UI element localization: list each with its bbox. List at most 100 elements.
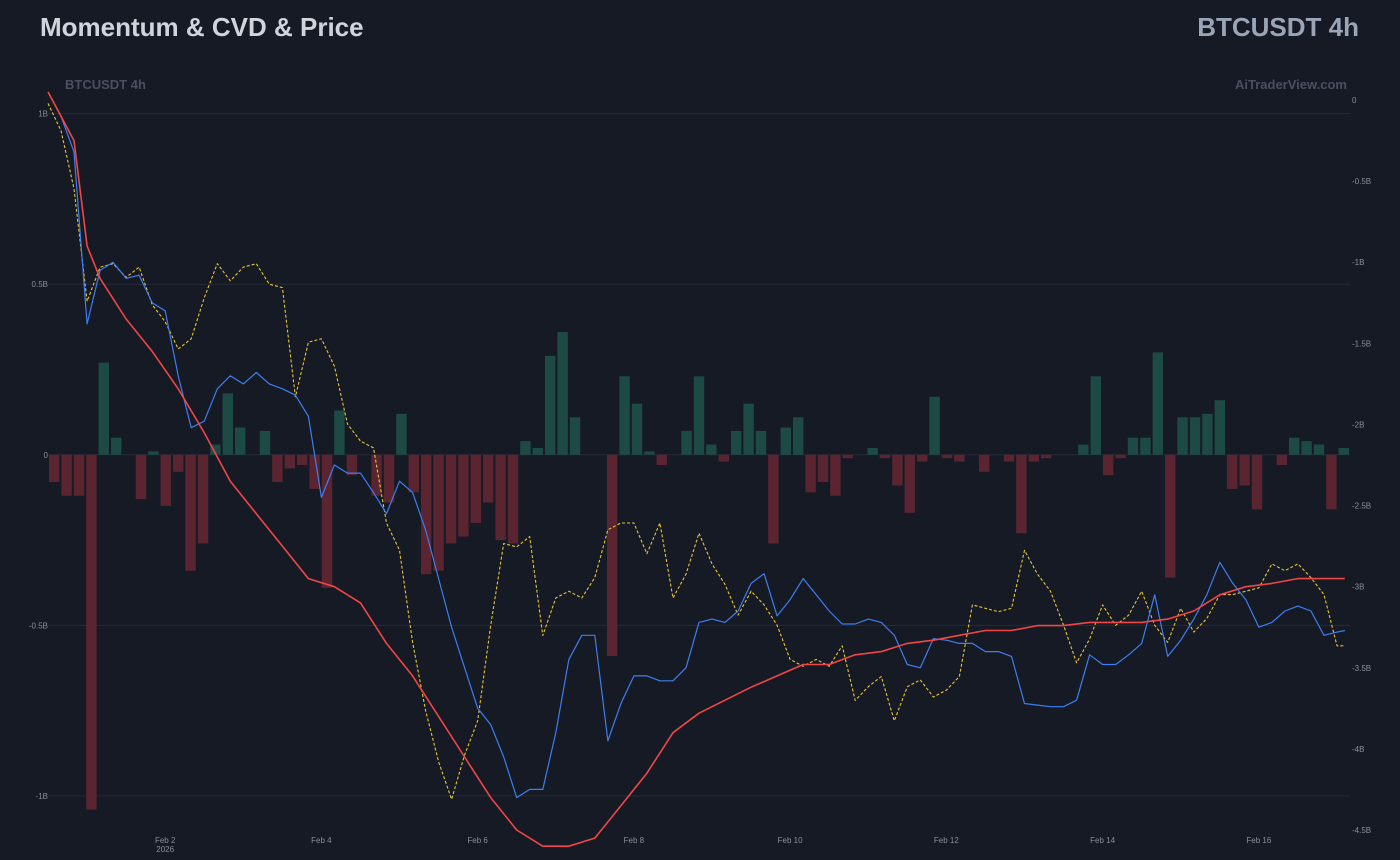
right-axis-tick-label: -1.5B	[1352, 339, 1371, 348]
left-axis-tick-label: 0	[44, 451, 49, 460]
delta-bar	[718, 454, 729, 462]
right-axis-tick-label: 0	[1352, 96, 1357, 105]
delta-bar	[979, 454, 990, 472]
delta-bar	[222, 393, 233, 455]
delta-bar	[61, 454, 72, 496]
x-axis-tick-label: Feb 12	[934, 836, 959, 845]
left-axis-tick-label: -0.5B	[29, 621, 48, 630]
delta-bar	[111, 437, 122, 455]
delta-bar	[1090, 376, 1101, 455]
delta-bar	[681, 430, 692, 455]
left-axis-tick-label: 1B	[38, 110, 48, 119]
delta-bar	[867, 447, 878, 455]
delta-bar	[706, 444, 717, 455]
delta-bar	[507, 454, 519, 544]
delta-bar	[383, 454, 395, 503]
delta-bar	[768, 454, 779, 544]
delta-bar	[954, 454, 965, 462]
delta-bar	[656, 454, 667, 465]
price-line	[47, 103, 1345, 800]
delta-bar	[1251, 454, 1263, 510]
x-axis-tick-label: Feb 14	[1090, 836, 1115, 845]
delta-bar	[433, 454, 444, 571]
delta-bar	[557, 331, 568, 455]
delta-bar	[259, 430, 271, 455]
x-axis-tick-label: Feb 6	[467, 836, 488, 845]
delta-bar	[272, 454, 283, 483]
left-axis-tick-label: 0.5B	[32, 280, 48, 289]
delta-bar	[545, 355, 556, 455]
delta-bar	[135, 454, 147, 500]
watermark-left: BTCUSDT 4h	[65, 77, 146, 92]
delta-bar	[1227, 454, 1238, 489]
delta-bar	[607, 454, 618, 657]
delta-bar	[879, 454, 891, 459]
delta-bar	[185, 454, 196, 571]
x-axis-tick-label: Feb 16	[1246, 836, 1271, 845]
delta-bar	[73, 454, 85, 496]
delta-bar	[941, 454, 953, 459]
momentum-line	[47, 91, 1345, 848]
delta-bar	[1289, 437, 1300, 455]
right-axis-tick-label: -4B	[1352, 745, 1364, 754]
delta-bar	[1127, 437, 1139, 455]
delta-bar	[830, 454, 841, 496]
delta-bar	[1152, 352, 1163, 455]
right-axis-tick-label: -0.5B	[1352, 177, 1371, 186]
delta-bar	[743, 403, 754, 455]
delta-bar	[334, 410, 345, 455]
delta-bar	[197, 454, 209, 544]
delta-bar	[408, 454, 419, 493]
delta-bar	[1326, 454, 1337, 510]
delta-bar	[297, 454, 308, 465]
right-axis-tick-label: -3.5B	[1352, 664, 1371, 673]
x-axis-tick-label: Feb 8	[624, 836, 645, 845]
delta-bar	[421, 454, 432, 575]
delta-bar	[148, 451, 159, 455]
delta-bar	[631, 403, 643, 455]
left-axis-tick-label: -1B	[36, 792, 48, 801]
cvd-line	[47, 91, 1345, 799]
delta-bar	[817, 454, 829, 483]
right-axis-tick-label: -3B	[1352, 583, 1364, 592]
delta-bar	[1189, 417, 1201, 455]
delta-bar	[1301, 441, 1312, 455]
delta-bar	[1016, 454, 1027, 534]
delta-bar	[842, 454, 853, 459]
symbol-label: BTCUSDT 4h	[1197, 12, 1359, 42]
right-axis-tick-label: -2B	[1352, 420, 1364, 429]
delta-bar	[1041, 454, 1052, 459]
delta-bar	[321, 454, 333, 588]
delta-bar	[1177, 417, 1188, 455]
delta-bar	[1276, 454, 1287, 465]
delta-bar	[929, 396, 940, 455]
delta-bar	[470, 454, 481, 523]
delta-bar	[644, 451, 655, 455]
x-axis-tick-label: Feb 10	[778, 836, 803, 845]
delta-bar	[755, 430, 767, 455]
delta-bar	[1202, 413, 1213, 455]
delta-bar	[520, 441, 531, 455]
delta-bar	[1313, 444, 1325, 455]
delta-bar	[793, 417, 804, 455]
delta-bar	[284, 454, 295, 469]
delta-bar	[173, 454, 184, 472]
page-title: Momentum & CVD & Price	[40, 12, 364, 42]
delta-bar	[458, 454, 469, 537]
delta-bar	[1028, 454, 1039, 462]
delta-bar	[532, 447, 543, 455]
delta-bar	[1103, 454, 1114, 476]
delta-bar	[731, 430, 742, 455]
delta-bar	[1214, 400, 1225, 455]
delta-bar	[892, 454, 903, 486]
x-axis-tick-label: Feb 4	[311, 836, 332, 845]
delta-bar	[483, 454, 494, 503]
delta-bar	[780, 427, 791, 455]
watermark-right: AiTraderView.com	[1235, 77, 1347, 92]
delta-bar	[693, 376, 705, 455]
delta-bar	[396, 413, 407, 455]
delta-bar	[1140, 437, 1151, 455]
delta-bar	[86, 454, 97, 810]
delta-bar	[371, 454, 382, 496]
